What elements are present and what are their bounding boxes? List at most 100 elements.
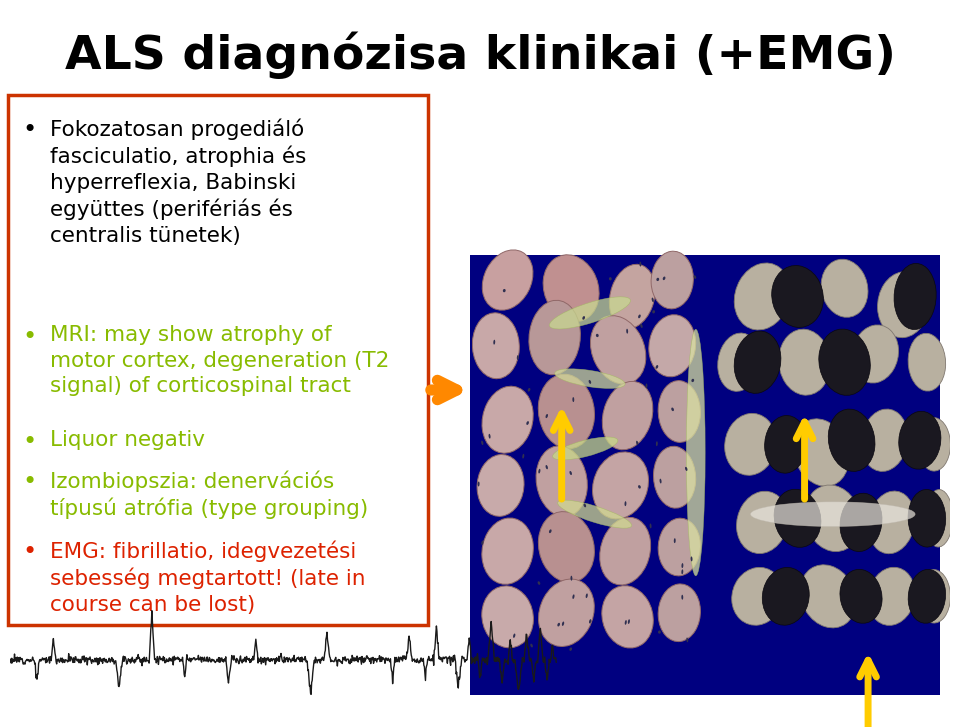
Ellipse shape [804,485,861,552]
Ellipse shape [522,454,524,459]
Ellipse shape [645,383,647,388]
Ellipse shape [693,276,696,279]
Ellipse shape [481,441,484,445]
Ellipse shape [652,297,654,302]
Ellipse shape [570,576,572,581]
Ellipse shape [592,452,649,519]
Text: •: • [22,430,36,454]
Ellipse shape [545,414,548,418]
Text: Fokozatosan progediáló
fasciculatio, atrophia és
hyperreflexia, Babinski
együtte: Fokozatosan progediáló fasciculatio, atr… [50,118,306,246]
Ellipse shape [840,493,882,552]
Ellipse shape [657,278,660,281]
Ellipse shape [583,316,585,320]
Ellipse shape [662,276,665,280]
Ellipse shape [539,579,594,646]
Ellipse shape [656,441,658,446]
Ellipse shape [558,500,632,528]
Ellipse shape [718,333,759,391]
Text: •: • [22,325,36,349]
Ellipse shape [690,556,692,561]
Ellipse shape [549,297,631,329]
Ellipse shape [656,365,659,369]
Ellipse shape [628,619,630,624]
Ellipse shape [543,254,599,322]
Text: •: • [22,470,36,494]
Ellipse shape [472,313,519,379]
Ellipse shape [638,485,641,489]
Ellipse shape [725,414,777,475]
Ellipse shape [549,529,552,533]
Ellipse shape [918,570,950,623]
Ellipse shape [762,568,809,625]
Text: ALS diagnózisa klinikai (+EMG): ALS diagnózisa klinikai (+EMG) [64,31,896,79]
Ellipse shape [899,411,941,469]
Ellipse shape [686,638,688,642]
Ellipse shape [800,565,856,628]
Ellipse shape [602,382,653,450]
Ellipse shape [584,504,587,507]
Ellipse shape [732,567,783,625]
Ellipse shape [736,491,788,553]
Ellipse shape [924,489,952,547]
Ellipse shape [526,421,529,425]
Ellipse shape [555,369,625,388]
Ellipse shape [636,441,638,445]
Text: Liquor negativ: Liquor negativ [50,430,205,450]
Ellipse shape [516,355,518,360]
Ellipse shape [569,648,572,651]
Ellipse shape [539,374,594,449]
Ellipse shape [562,622,564,626]
Ellipse shape [828,409,875,471]
Ellipse shape [625,501,627,506]
Ellipse shape [528,388,530,392]
Ellipse shape [774,489,821,547]
Ellipse shape [649,315,696,377]
Ellipse shape [840,569,882,623]
Ellipse shape [682,569,684,574]
Ellipse shape [734,263,790,330]
Ellipse shape [482,586,534,648]
Ellipse shape [482,518,534,585]
Text: •: • [22,540,36,564]
Ellipse shape [589,619,591,624]
Text: Izombiopszia: denervációs
típusú atrófia (type grouping): Izombiopszia: denervációs típusú atrófia… [50,470,369,519]
Ellipse shape [686,329,706,576]
Ellipse shape [819,329,871,395]
Ellipse shape [640,324,642,328]
Ellipse shape [651,252,693,309]
Ellipse shape [908,569,946,623]
Ellipse shape [658,630,660,634]
Text: •: • [22,118,36,142]
Ellipse shape [821,260,868,317]
Ellipse shape [572,595,574,599]
Ellipse shape [529,300,581,375]
Ellipse shape [861,409,908,471]
Ellipse shape [852,325,899,383]
Ellipse shape [659,584,701,641]
Ellipse shape [478,481,480,486]
Ellipse shape [538,582,540,585]
Ellipse shape [545,465,548,469]
Ellipse shape [572,397,574,402]
Ellipse shape [918,417,950,471]
Ellipse shape [660,478,661,483]
Ellipse shape [638,315,640,318]
Ellipse shape [553,437,618,460]
Ellipse shape [489,434,491,438]
Ellipse shape [682,563,684,568]
Ellipse shape [530,643,533,648]
Ellipse shape [793,419,849,486]
Ellipse shape [650,523,652,529]
Ellipse shape [482,250,533,310]
Ellipse shape [625,620,627,624]
Ellipse shape [682,595,684,600]
Ellipse shape [877,272,929,337]
Ellipse shape [610,265,655,329]
Ellipse shape [772,265,824,327]
Ellipse shape [477,454,524,516]
FancyBboxPatch shape [8,95,428,625]
Text: EMG: fibrillatio, idegvezetési
sebesség megtartott! (late in
course can be lost): EMG: fibrillatio, idegvezetési sebesség … [50,540,366,615]
Ellipse shape [586,593,588,598]
Ellipse shape [691,379,694,382]
Ellipse shape [659,518,701,576]
